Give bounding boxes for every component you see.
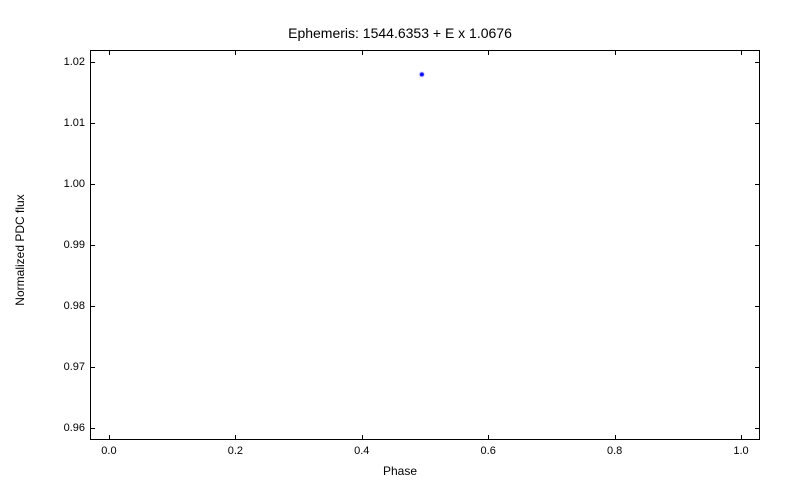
x-tick-mark	[362, 50, 363, 55]
y-tick-mark	[90, 306, 95, 307]
y-tick-mark	[90, 428, 95, 429]
x-tick-mark	[615, 435, 616, 440]
y-tick-label: 1.00	[64, 178, 85, 190]
x-tick-mark	[741, 435, 742, 440]
x-tick-mark	[235, 50, 236, 55]
x-tick-label: 0.8	[607, 445, 622, 457]
y-tick-mark	[755, 245, 760, 246]
x-tick-mark	[362, 435, 363, 440]
y-tick-label: 0.98	[64, 300, 85, 312]
y-tick-mark	[755, 184, 760, 185]
y-tick-label: 0.99	[64, 239, 85, 251]
x-tick-mark	[235, 435, 236, 440]
x-axis-label: Phase	[0, 464, 800, 478]
y-tick-mark	[755, 123, 760, 124]
y-tick-mark	[90, 123, 95, 124]
y-tick-mark	[755, 367, 760, 368]
y-tick-mark	[90, 245, 95, 246]
y-tick-label: 1.02	[64, 56, 85, 68]
y-tick-mark	[755, 306, 760, 307]
chart-title: Ephemeris: 1544.6353 + E x 1.0676	[0, 25, 800, 41]
x-tick-label: 0.4	[354, 445, 369, 457]
x-tick-label: 1.0	[733, 445, 748, 457]
y-tick-mark	[755, 62, 760, 63]
x-tick-mark	[741, 50, 742, 55]
x-tick-mark	[615, 50, 616, 55]
x-tick-mark	[109, 435, 110, 440]
scatter-canvas	[91, 51, 759, 439]
plot-area	[90, 50, 760, 440]
x-tick-mark	[109, 50, 110, 55]
y-tick-label: 1.01	[64, 117, 85, 129]
x-tick-label: 0.6	[481, 445, 496, 457]
y-tick-label: 0.97	[64, 361, 85, 373]
chart-container: Ephemeris: 1544.6353 + E x 1.0676 Normal…	[0, 0, 800, 500]
x-tick-mark	[488, 50, 489, 55]
y-axis-label: Normalized PDC flux	[13, 194, 27, 305]
y-tick-mark	[90, 184, 95, 185]
y-tick-mark	[90, 367, 95, 368]
y-tick-label: 0.96	[64, 422, 85, 434]
y-tick-mark	[755, 428, 760, 429]
x-tick-label: 0.0	[101, 445, 116, 457]
y-tick-mark	[90, 62, 95, 63]
x-tick-label: 0.2	[228, 445, 243, 457]
x-tick-mark	[488, 435, 489, 440]
